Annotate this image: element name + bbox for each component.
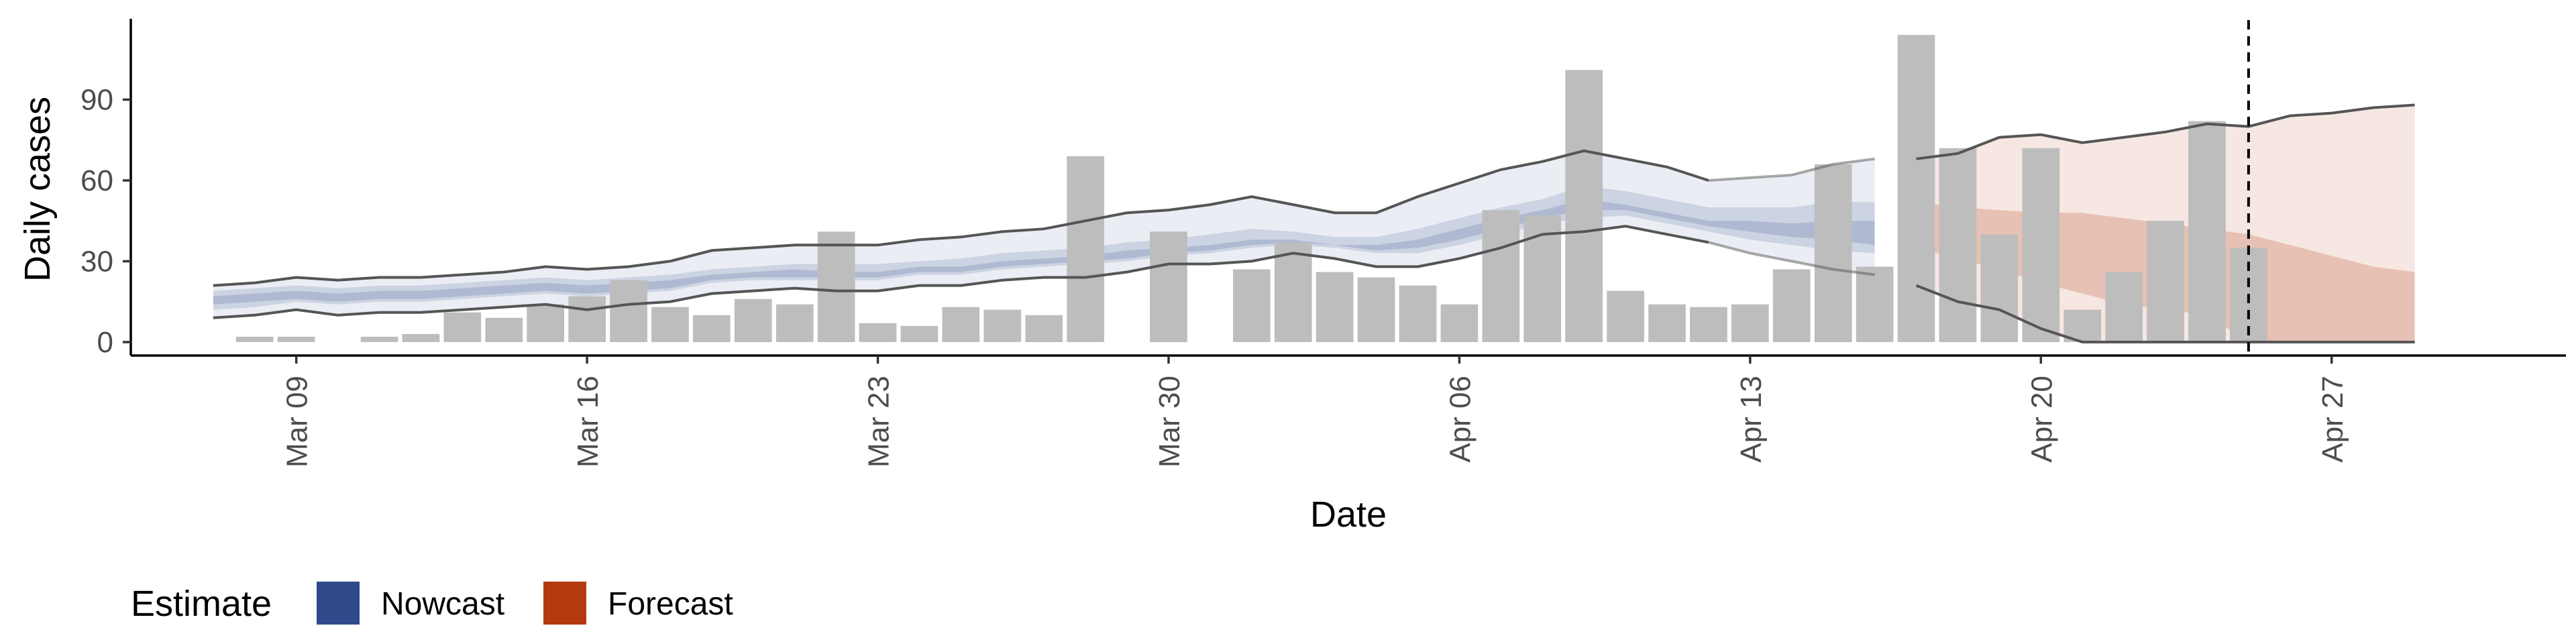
x-tick-label: Mar 16	[572, 376, 604, 468]
case-bar	[942, 307, 980, 342]
case-bar	[2147, 221, 2184, 342]
case-bar	[1565, 70, 1603, 342]
x-axis-ticks: Mar 09 Mar 16 Mar 23 Mar 30 Apr 06 Apr 13 Apr …	[281, 356, 2349, 468]
case-bar	[1939, 148, 1977, 343]
y-tick-label: 0	[97, 326, 113, 359]
case-bar	[1399, 285, 1437, 342]
case-bar	[1731, 304, 1769, 342]
case-bar	[568, 296, 606, 342]
case-bar	[1440, 304, 1479, 342]
case-bar	[1607, 290, 1644, 342]
y-axis-ticks: 0 30 60 90	[80, 83, 131, 359]
legend: Estimate Nowcast Forecast	[131, 582, 733, 625]
case-bar	[693, 315, 731, 342]
case-bar	[1316, 272, 1354, 342]
case-bar	[1357, 277, 1395, 342]
y-tick-label: 90	[80, 83, 113, 116]
x-tick-label: Apr 20	[2025, 376, 2058, 463]
nowcast-upper-line	[213, 149, 1709, 287]
case-bar	[1025, 315, 1063, 342]
case-bar	[2022, 148, 2060, 343]
y-tick-label: 60	[80, 164, 113, 197]
case-bar	[1897, 35, 1935, 342]
nowcast-lower-line-tail	[1708, 241, 1875, 276]
case-bar	[1482, 210, 1520, 342]
x-tick-label: Mar 09	[281, 376, 314, 468]
x-tick-label: Apr 27	[2316, 376, 2349, 463]
legend-swatch-nowcast	[317, 582, 360, 625]
y-tick-label: 30	[80, 245, 113, 278]
x-tick-label: Mar 23	[863, 376, 896, 468]
x-tick-label: Apr 06	[1444, 376, 1477, 463]
case-bar	[1648, 304, 1686, 342]
nowcast-lower-line	[213, 225, 1709, 319]
legend-label-nowcast: Nowcast	[381, 586, 504, 622]
x-tick-label: Mar 30	[1153, 376, 1186, 468]
case-bar	[1772, 269, 1811, 342]
forecast-upper-line	[1916, 103, 2415, 160]
case-bar	[900, 325, 938, 342]
case-bar	[1814, 164, 1852, 342]
case-bar	[360, 336, 398, 342]
nowcast-band-20	[213, 199, 1875, 305]
case-bar	[1856, 266, 1894, 342]
case-bar	[402, 333, 440, 342]
case-bar	[443, 312, 482, 342]
case-bar	[1523, 215, 1562, 342]
case-bar	[1233, 269, 1271, 342]
nowcast-upper-line-tail	[1708, 157, 1875, 182]
legend-swatch-forecast	[543, 582, 586, 625]
case-bar	[1274, 242, 1312, 342]
case-bar	[1067, 156, 1104, 342]
case-bar	[235, 336, 274, 342]
case-bar	[1980, 234, 2019, 342]
case-bar	[527, 304, 564, 342]
case-bar	[651, 307, 689, 342]
nowcast-band-50	[213, 186, 1875, 310]
nowcast-band-90	[213, 150, 1875, 318]
y-axis-title: Daily cases	[17, 97, 58, 282]
ci-lines	[213, 103, 2415, 343]
case-bar	[983, 309, 1022, 342]
case-bar	[775, 304, 814, 342]
case-bar	[485, 317, 523, 342]
x-tick-label: Apr 13	[1735, 376, 1768, 463]
case-bar	[277, 336, 315, 342]
case-bar	[1150, 231, 1187, 342]
case-bar	[2105, 272, 2143, 342]
forecast-lower-line	[1915, 284, 2415, 343]
case-bar	[2188, 121, 2226, 342]
x-axis-title: Date	[1310, 494, 1387, 535]
legend-label-forecast: Forecast	[608, 586, 733, 622]
case-bar	[1690, 307, 1727, 342]
case-bar	[859, 323, 897, 342]
case-bar	[817, 231, 855, 342]
case-bar	[610, 280, 647, 342]
legend-title: Estimate	[131, 584, 272, 624]
case-bars	[235, 35, 2267, 343]
case-bar	[734, 299, 772, 342]
